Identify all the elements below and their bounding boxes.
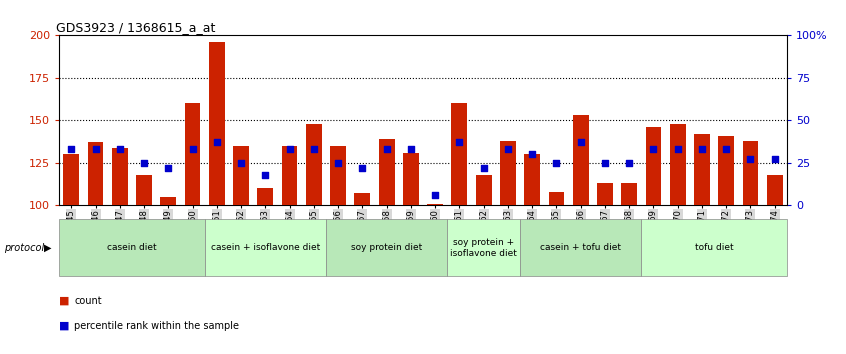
- Bar: [233, 146, 249, 205]
- Point: [259, 172, 272, 178]
- Point: [137, 160, 151, 166]
- Bar: [136, 175, 152, 205]
- Bar: [330, 146, 346, 205]
- Bar: [597, 183, 613, 205]
- Point: [113, 147, 127, 152]
- Point: [307, 147, 321, 152]
- Text: ■: ■: [59, 296, 69, 306]
- Point: [550, 160, 563, 166]
- Point: [744, 156, 757, 162]
- Point: [186, 147, 200, 152]
- Bar: [500, 141, 516, 205]
- Bar: [645, 127, 662, 205]
- Point: [162, 165, 175, 171]
- Text: protocol: protocol: [4, 243, 45, 253]
- Point: [525, 152, 539, 157]
- Point: [719, 147, 733, 152]
- Point: [355, 165, 369, 171]
- Bar: [621, 183, 637, 205]
- Point: [501, 147, 514, 152]
- Bar: [209, 42, 225, 205]
- Bar: [452, 103, 467, 205]
- Point: [380, 147, 393, 152]
- Point: [64, 147, 78, 152]
- Point: [671, 147, 684, 152]
- Bar: [184, 103, 201, 205]
- Text: GDS3923 / 1368615_a_at: GDS3923 / 1368615_a_at: [56, 21, 215, 34]
- Point: [768, 156, 782, 162]
- Bar: [403, 153, 419, 205]
- Bar: [670, 124, 685, 205]
- Bar: [306, 124, 321, 205]
- Point: [283, 147, 296, 152]
- Point: [404, 147, 418, 152]
- Bar: [257, 188, 273, 205]
- Bar: [282, 146, 298, 205]
- Point: [210, 139, 223, 145]
- Point: [574, 139, 587, 145]
- Text: count: count: [74, 296, 102, 306]
- Point: [695, 147, 709, 152]
- Bar: [766, 175, 783, 205]
- Text: casein diet: casein diet: [107, 243, 157, 252]
- Bar: [88, 142, 103, 205]
- Bar: [718, 136, 734, 205]
- Bar: [112, 148, 128, 205]
- Bar: [525, 154, 540, 205]
- Point: [623, 160, 636, 166]
- Text: tofu diet: tofu diet: [695, 243, 733, 252]
- Point: [332, 160, 345, 166]
- Point: [477, 165, 491, 171]
- Point: [453, 139, 466, 145]
- Text: casein + isoflavone diet: casein + isoflavone diet: [211, 243, 320, 252]
- Text: ■: ■: [59, 321, 69, 331]
- Bar: [354, 193, 371, 205]
- Point: [646, 147, 660, 152]
- Bar: [427, 204, 443, 205]
- Point: [598, 160, 612, 166]
- Bar: [694, 134, 710, 205]
- Bar: [63, 154, 80, 205]
- Bar: [743, 141, 758, 205]
- Bar: [548, 192, 564, 205]
- Point: [89, 147, 102, 152]
- Text: casein + tofu diet: casein + tofu diet: [540, 243, 621, 252]
- Point: [428, 192, 442, 198]
- Bar: [161, 197, 176, 205]
- Text: ▶: ▶: [44, 243, 52, 253]
- Bar: [475, 175, 492, 205]
- Text: soy protein diet: soy protein diet: [351, 243, 422, 252]
- Text: soy protein +
isoflavone diet: soy protein + isoflavone diet: [450, 238, 517, 257]
- Text: percentile rank within the sample: percentile rank within the sample: [74, 321, 239, 331]
- Bar: [379, 139, 394, 205]
- Bar: [573, 115, 589, 205]
- Point: [234, 160, 248, 166]
